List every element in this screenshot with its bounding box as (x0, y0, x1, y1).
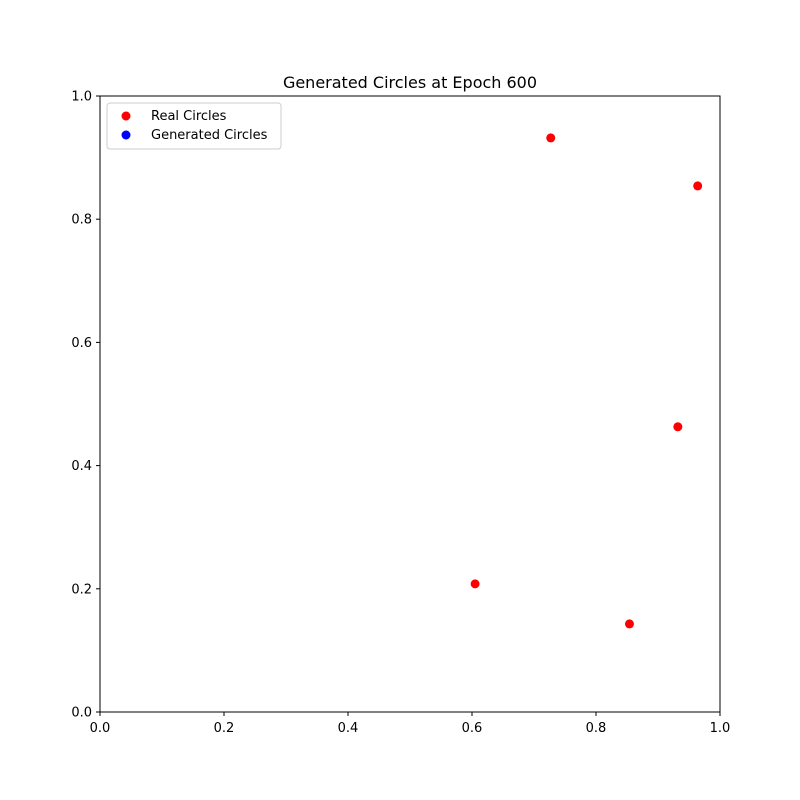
y-axis: 0.0 0.2 0.4 0.6 0.8 1.0 (71, 90, 100, 721)
x-tick-label: 0.8 (586, 721, 607, 736)
data-point-real-circle (673, 422, 683, 432)
data-point-real-circle (470, 579, 480, 589)
y-tick-label: 0.2 (71, 582, 92, 597)
data-point-real-circle (693, 181, 703, 191)
data-points (470, 133, 703, 629)
y-tick-label: 0.8 (71, 213, 92, 228)
x-tick-label: 0.4 (338, 721, 359, 736)
legend-marker-real-circles (121, 111, 131, 121)
legend-label-generated-circles: Generated Circles (151, 128, 268, 143)
y-tick-label: 1.0 (71, 90, 92, 105)
legend: Real Circles Generated Circles (106, 102, 282, 150)
x-tick-label: 0.2 (214, 721, 235, 736)
x-axis: 0.0 0.2 0.4 0.6 0.8 1.0 (90, 712, 731, 736)
y-tick-label: 0.6 (71, 336, 92, 351)
legend-box (106, 102, 282, 150)
x-tick-label: 0.6 (462, 721, 483, 736)
y-tick-label: 0.0 (71, 706, 92, 721)
x-tick-label: 1.0 (710, 721, 731, 736)
y-tick-label: 0.4 (71, 459, 92, 474)
chart-title: Generated Circles at Epoch 600 (283, 73, 537, 92)
data-point-real-circle (546, 133, 556, 143)
x-tick-label: 0.0 (90, 721, 111, 736)
plot-frame (99, 95, 721, 713)
legend-label-real-circles: Real Circles (151, 109, 227, 124)
data-point-real-circle (624, 619, 634, 629)
legend-marker-generated-circles (121, 130, 131, 140)
